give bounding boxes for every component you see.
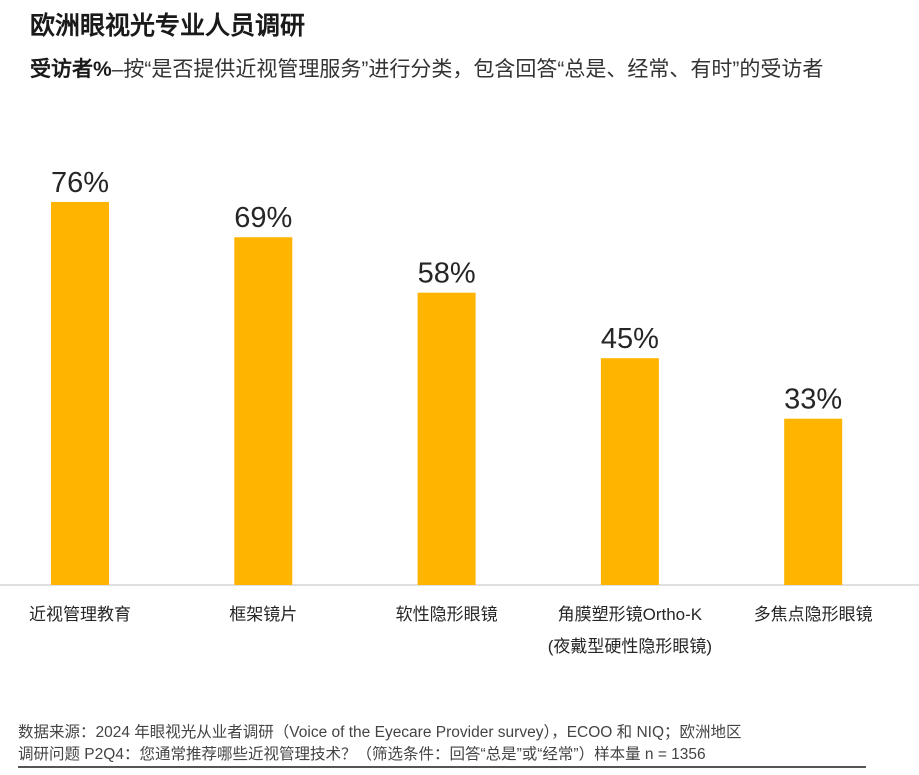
category-label: 多焦点隐形眼镜	[754, 605, 873, 624]
category-label: 角膜塑形镜Ortho-K	[558, 605, 703, 624]
bar	[784, 418, 843, 585]
bar	[600, 358, 659, 585]
chart-subtitle: 受访者%–按“是否提供近视管理服务”进行分类，包含回答“总是、经常、有时”的受访…	[30, 56, 880, 84]
footer-question: 调研问题 P2Q4：您通常推荐哪些近视管理技术？（筛选条件：回答“总是”或“经常…	[18, 744, 866, 768]
category-label: 软性隐形眼镜	[396, 605, 498, 624]
bar	[51, 201, 109, 585]
chart-title: 欧洲眼视光专业人员调研	[30, 12, 306, 40]
data-label: 69%	[234, 202, 292, 234]
data-label: 33%	[784, 384, 842, 416]
bar	[417, 292, 476, 585]
category-label: (夜戴型硬性隐形眼镜)	[548, 637, 712, 656]
category-label: 近视管理教育	[29, 605, 131, 624]
footer-source: 数据来源：2024 年眼视光从业者调研（Voice of the Eyecare…	[18, 724, 742, 741]
category-label: 框架镜片	[229, 605, 297, 624]
data-label: 58%	[418, 258, 476, 290]
data-label: 45%	[601, 323, 659, 355]
footer: 数据来源：2024 年眼视光从业者调研（Voice of the Eyecare…	[18, 722, 866, 768]
subtitle-text: –按“是否提供近视管理服务”进行分类，包含回答“总是、经常、有时”的受访者	[111, 58, 824, 81]
subtitle-bold: 受访者%	[30, 58, 112, 81]
bar	[234, 237, 293, 586]
data-label: 76%	[51, 167, 109, 199]
